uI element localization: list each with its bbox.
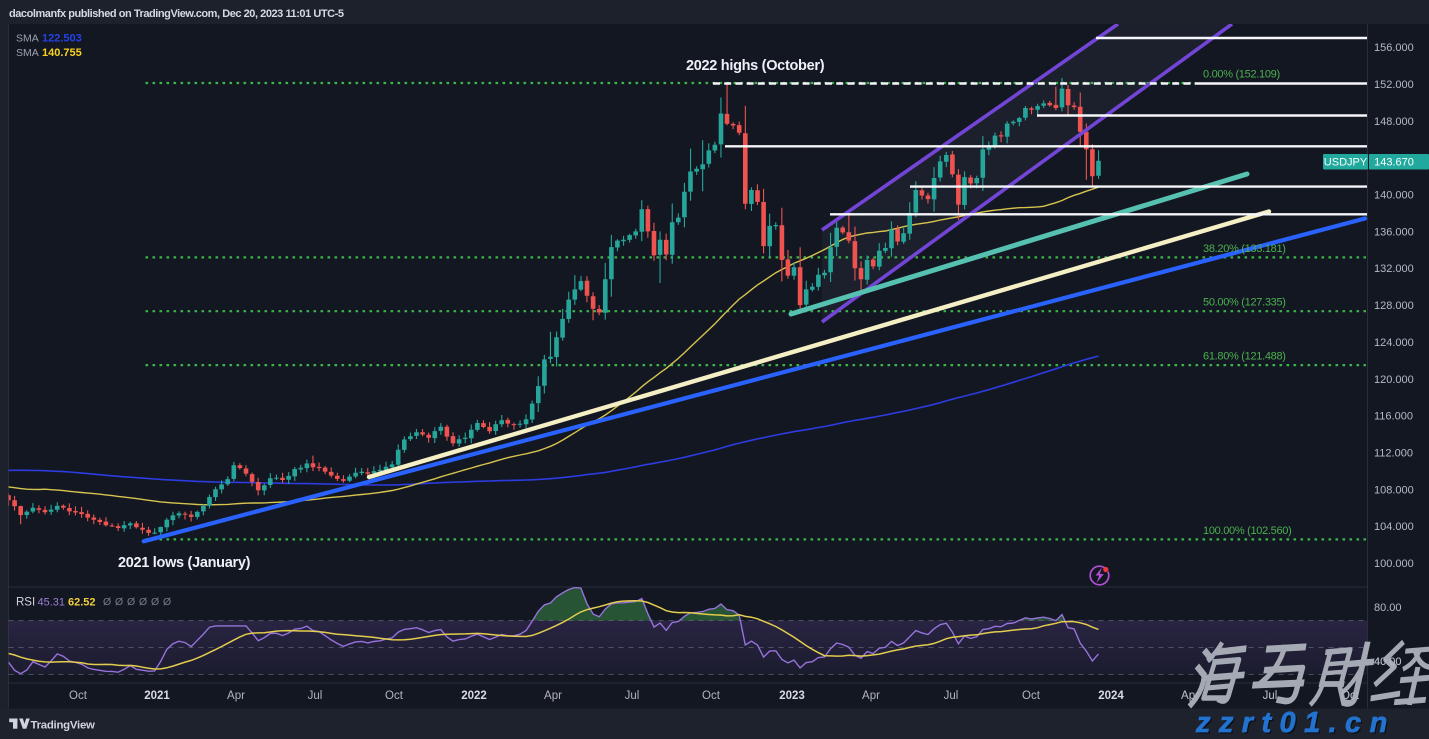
svg-text:Ø: Ø xyxy=(127,596,135,608)
svg-text:2021: 2021 xyxy=(144,690,170,702)
svg-text:0.00% (152.109): 0.00% (152.109) xyxy=(1203,69,1280,81)
svg-text:SMA: SMA xyxy=(16,47,39,59)
svg-text:Ø: Ø xyxy=(115,596,123,608)
svg-text:Jul: Jul xyxy=(1263,690,1278,702)
svg-text:100.00% (102.560): 100.00% (102.560) xyxy=(1203,525,1291,537)
svg-text:116.000: 116.000 xyxy=(1374,411,1413,423)
svg-text:Apr: Apr xyxy=(227,690,245,702)
svg-text:120.000: 120.000 xyxy=(1374,374,1414,386)
svg-text:108.000: 108.000 xyxy=(1374,484,1414,496)
svg-text:80.00: 80.00 xyxy=(1374,602,1402,614)
svg-text:Apr: Apr xyxy=(1183,690,1199,702)
svg-text:RSI: RSI xyxy=(16,597,35,609)
svg-text:128.000: 128.000 xyxy=(1374,300,1414,312)
svg-text:124.000: 124.000 xyxy=(1374,337,1414,349)
svg-text:Jul: Jul xyxy=(308,690,323,702)
svg-text:Jul: Jul xyxy=(1263,690,1278,702)
svg-text:50.00% (127.335): 50.00% (127.335) xyxy=(1203,297,1286,309)
svg-text:140.755: 140.755 xyxy=(42,47,82,59)
svg-text:104.000: 104.000 xyxy=(1374,521,1414,533)
svg-text:2022 highs (October): 2022 highs (October) xyxy=(686,58,825,74)
svg-text:Ø: Ø xyxy=(151,596,159,608)
svg-text:2022: 2022 xyxy=(461,690,487,702)
svg-text:2023: 2023 xyxy=(779,690,805,702)
svg-text:45.31: 45.31 xyxy=(38,597,66,609)
svg-text:132.000: 132.000 xyxy=(1374,263,1414,275)
svg-text:dacolmanfx published on Tradin: dacolmanfx published on TradingView.com,… xyxy=(9,8,344,20)
svg-text:143.670: 143.670 xyxy=(1374,157,1414,169)
svg-text:140.000: 140.000 xyxy=(1374,190,1414,202)
svg-text:2024: 2024 xyxy=(1098,690,1124,702)
svg-text:62.52: 62.52 xyxy=(68,597,96,609)
svg-text:2021 lows (January): 2021 lows (January) xyxy=(118,555,251,571)
svg-text:TradingView: TradingView xyxy=(31,720,96,732)
svg-text:USDJPY: USDJPY xyxy=(1324,157,1368,169)
svg-text:Oct: Oct xyxy=(702,690,721,702)
svg-text:Apr: Apr xyxy=(544,690,562,702)
svg-text:Ø: Ø xyxy=(139,596,147,608)
svg-text:112.000: 112.000 xyxy=(1374,447,1413,459)
svg-text:100.000: 100.000 xyxy=(1374,558,1414,570)
svg-text:Ø: Ø xyxy=(163,596,171,608)
svg-text:Oct: Oct xyxy=(69,690,88,702)
svg-text:136.000: 136.000 xyxy=(1374,226,1414,238)
svg-text:Ø: Ø xyxy=(103,596,111,608)
svg-text:SMA: SMA xyxy=(16,33,39,45)
svg-text:Oct: Oct xyxy=(385,690,404,702)
svg-text:Jul: Jul xyxy=(944,690,959,702)
svg-text:122.503: 122.503 xyxy=(42,33,82,45)
svg-text:Oct: Oct xyxy=(1022,690,1041,702)
svg-text:148.000: 148.000 xyxy=(1374,116,1414,128)
svg-text:Oct: Oct xyxy=(1341,690,1360,702)
svg-text:156.000: 156.000 xyxy=(1374,42,1414,54)
svg-text:Jul: Jul xyxy=(625,690,640,702)
svg-text:40.00: 40.00 xyxy=(1374,656,1402,668)
svg-text:61.80% (121.488): 61.80% (121.488) xyxy=(1203,351,1286,363)
svg-text:152.000: 152.000 xyxy=(1374,79,1414,91)
svg-text:38.20% (133.181): 38.20% (133.181) xyxy=(1203,243,1286,255)
svg-text:Apr: Apr xyxy=(862,690,880,702)
